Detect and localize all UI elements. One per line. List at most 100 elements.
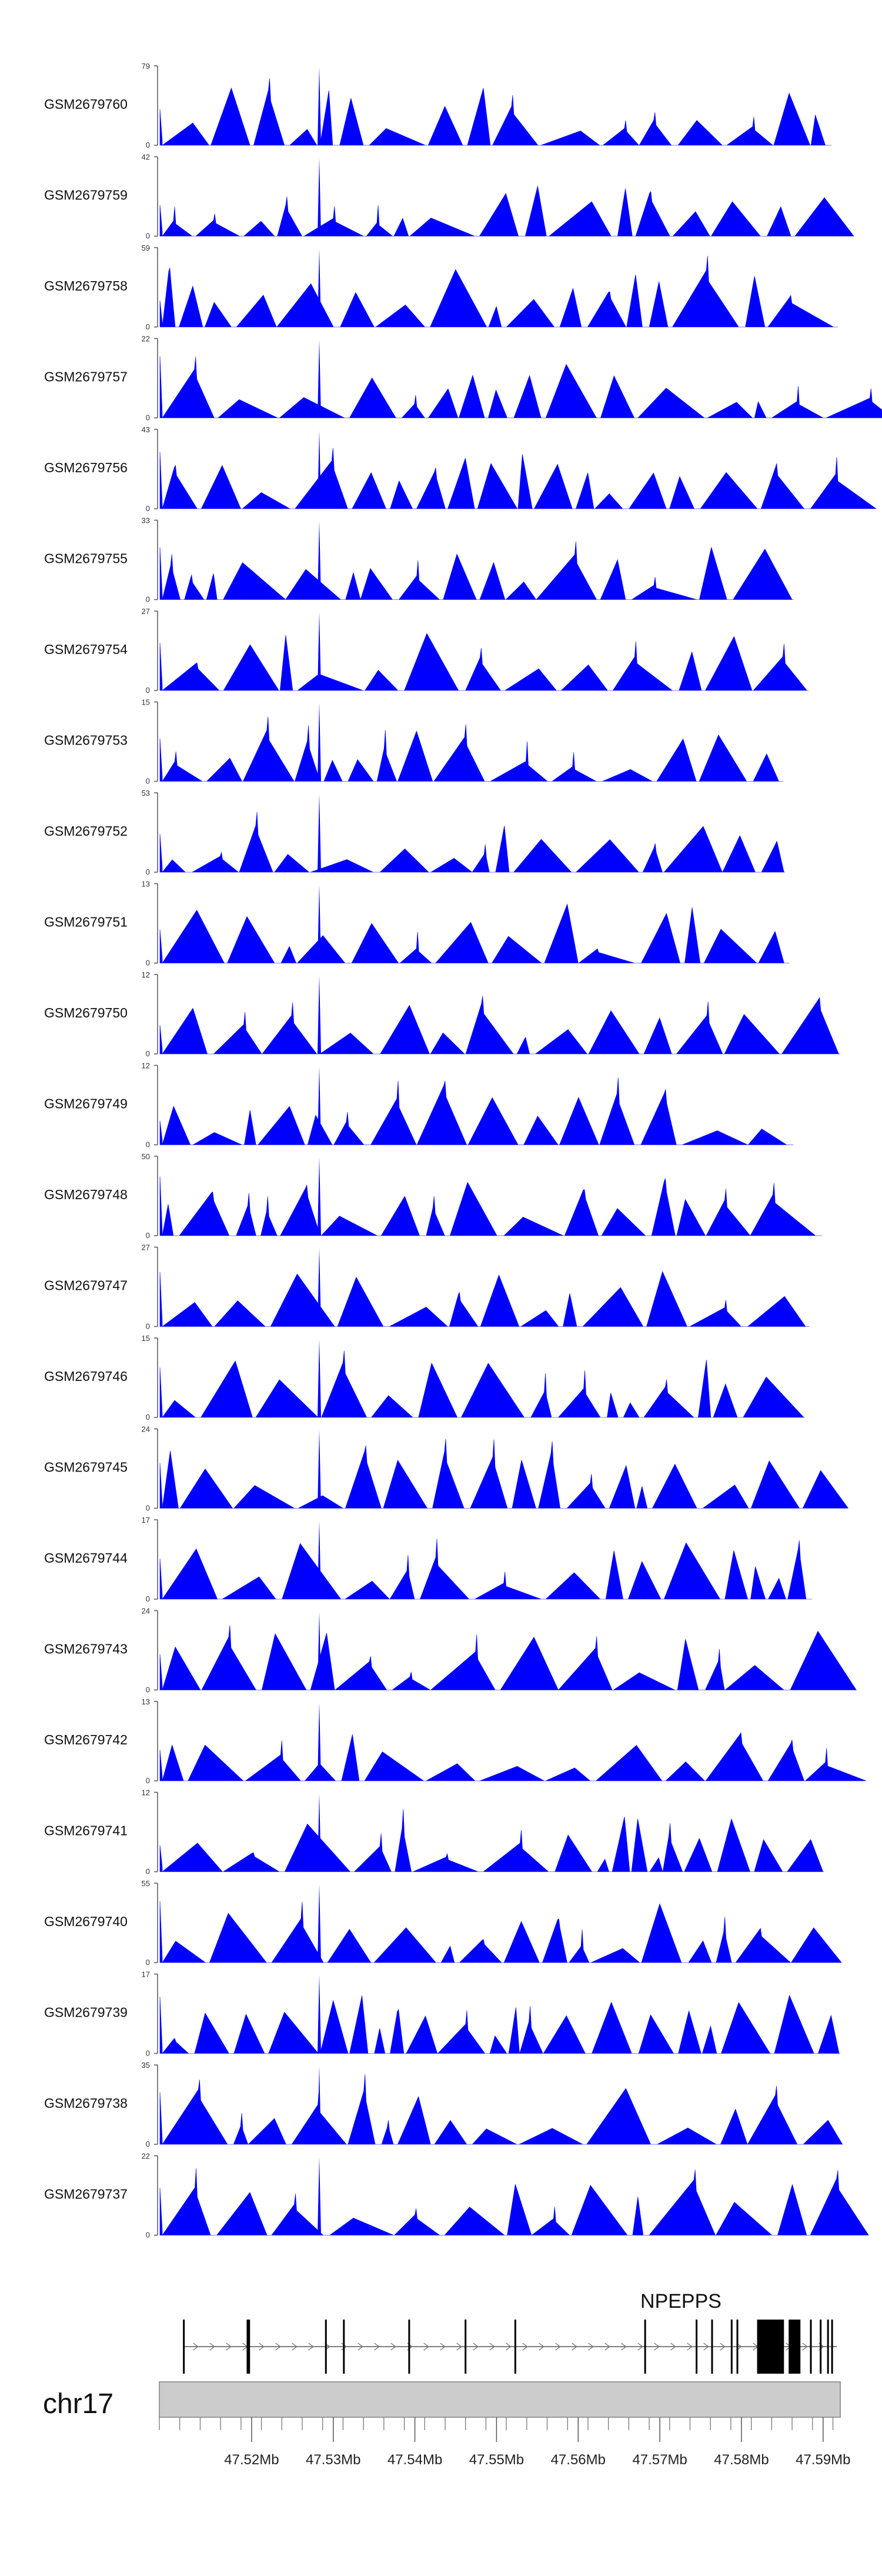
strand-arrow — [456, 2343, 462, 2351]
track-label: GSM2679752 — [44, 823, 128, 839]
track-label: GSM2679757 — [44, 369, 128, 385]
track-label: GSM2679740 — [44, 1914, 128, 1929]
coverage-peak — [318, 431, 321, 509]
strand-arrow — [670, 2343, 676, 2351]
y-max-label: 22 — [142, 2152, 150, 2161]
coverage-peak — [318, 1703, 321, 1781]
y-min-label: 0 — [146, 2049, 150, 2058]
coverage-track: GSM2679756 43 0 — [44, 425, 877, 513]
y-min-label: 0 — [146, 595, 150, 604]
coverage-peak — [318, 2066, 321, 2144]
coverage-track: GSM2679760 79 0 — [44, 62, 832, 149]
strand-arrow — [572, 2343, 577, 2351]
coverage-peak — [318, 1430, 321, 1509]
track-label: GSM2679749 — [44, 1096, 128, 1112]
coverage-peak — [318, 339, 321, 418]
y-min-label: 0 — [146, 1231, 150, 1240]
strand-arrow — [621, 2343, 627, 2351]
exon — [696, 2320, 698, 2374]
coverage-peak — [318, 794, 321, 872]
strand-arrow — [275, 2343, 281, 2351]
y-min-label: 0 — [146, 867, 150, 876]
coverage-area — [159, 1732, 867, 1781]
coverage-area — [159, 633, 809, 691]
y-max-label: 24 — [142, 1425, 150, 1434]
exon — [736, 2320, 739, 2374]
coverage-area — [159, 716, 783, 782]
coverage-track: GSM2679757 22 0 — [44, 335, 882, 422]
y-max-label: 22 — [142, 335, 150, 343]
exon — [465, 2320, 467, 2374]
track-label: GSM2679756 — [44, 460, 128, 475]
coverage-area — [159, 1439, 849, 1509]
coverage-track: GSM2679750 12 0 — [44, 970, 840, 1058]
strand-arrow — [226, 2343, 232, 2351]
coverage-area — [159, 1994, 840, 2054]
y-max-label: 27 — [142, 607, 150, 616]
y-min-label: 0 — [146, 1776, 150, 1785]
y-min-label: 0 — [146, 2140, 150, 2148]
coverage-track: GSM2679742 13 0 — [44, 1697, 867, 1785]
coverage-track: GSM2679740 55 0 — [44, 1879, 842, 1967]
strand-arrow — [440, 2343, 446, 2351]
track-label: GSM2679741 — [44, 1823, 128, 1838]
y-max-label: 43 — [142, 425, 150, 434]
y-max-label: 12 — [142, 970, 150, 979]
track-label: GSM2679738 — [44, 2095, 128, 2111]
strand-arrow — [637, 2343, 643, 2351]
coverage-area — [159, 812, 786, 873]
y-max-label: 27 — [142, 1243, 150, 1252]
coverage-peak — [318, 521, 321, 600]
track-label: GSM2679750 — [44, 1005, 128, 1020]
strand-arrow — [604, 2343, 610, 2351]
coverage-track: GSM2679739 17 0 — [44, 1970, 840, 2058]
strand-arrow — [555, 2343, 561, 2351]
exon — [644, 2320, 646, 2374]
y-max-label: 42 — [142, 153, 150, 162]
coverage-area — [159, 541, 794, 600]
y-max-label: 55 — [142, 1879, 150, 1888]
coverage-peak — [318, 1339, 321, 1417]
coverage-track: GSM2679737 22 0 — [44, 2152, 869, 2240]
track-label: GSM2679759 — [44, 188, 128, 203]
coverage-area — [159, 448, 877, 509]
track-label: GSM2679748 — [44, 1187, 128, 1202]
strand-arrow — [358, 2343, 363, 2351]
track-label: GSM2679751 — [44, 915, 128, 930]
coverage-tracks: GSM2679760790GSM2679759420GSM2679758590G… — [44, 62, 882, 2240]
coverage-area — [159, 1901, 842, 1964]
y-min-label: 0 — [146, 777, 150, 786]
track-label: GSM2679739 — [44, 2005, 128, 2020]
strand-arrow — [802, 2343, 808, 2351]
x-tick-label: 47.57Mb — [632, 2452, 687, 2468]
coverage-area — [159, 186, 854, 237]
exon — [408, 2320, 410, 2374]
chromosome-label: chr17 — [43, 2388, 113, 2420]
y-max-label: 59 — [142, 243, 150, 252]
y-max-label: 12 — [142, 1062, 150, 1070]
y-min-label: 0 — [146, 504, 150, 513]
coverage-area — [159, 1350, 805, 1418]
gene-label: NPEPPS — [640, 2290, 721, 2313]
track-label: GSM2679760 — [44, 96, 128, 112]
exon — [343, 2320, 345, 2374]
coverage-peak — [318, 1248, 321, 1327]
coverage-peak — [318, 158, 321, 236]
y-max-label: 17 — [142, 1516, 150, 1524]
strand-arrow — [193, 2343, 199, 2351]
x-tick-label: 47.52Mb — [224, 2452, 279, 2468]
y-max-label: 53 — [142, 789, 150, 798]
coverage-peak — [318, 249, 321, 327]
coverage-peak — [318, 1066, 321, 1145]
y-min-label: 0 — [146, 1594, 150, 1603]
coverage-track: GSM2679741 12 0 — [44, 1788, 824, 1876]
y-max-label: 13 — [142, 1697, 150, 1706]
y-max-label: 15 — [142, 1334, 150, 1343]
coverage-area — [159, 255, 838, 328]
coverage-track: GSM2679747 27 0 — [44, 1243, 810, 1331]
exon — [782, 2320, 784, 2374]
strand-arrow — [292, 2343, 298, 2351]
y-min-label: 0 — [146, 322, 150, 331]
exon — [757, 2320, 783, 2374]
